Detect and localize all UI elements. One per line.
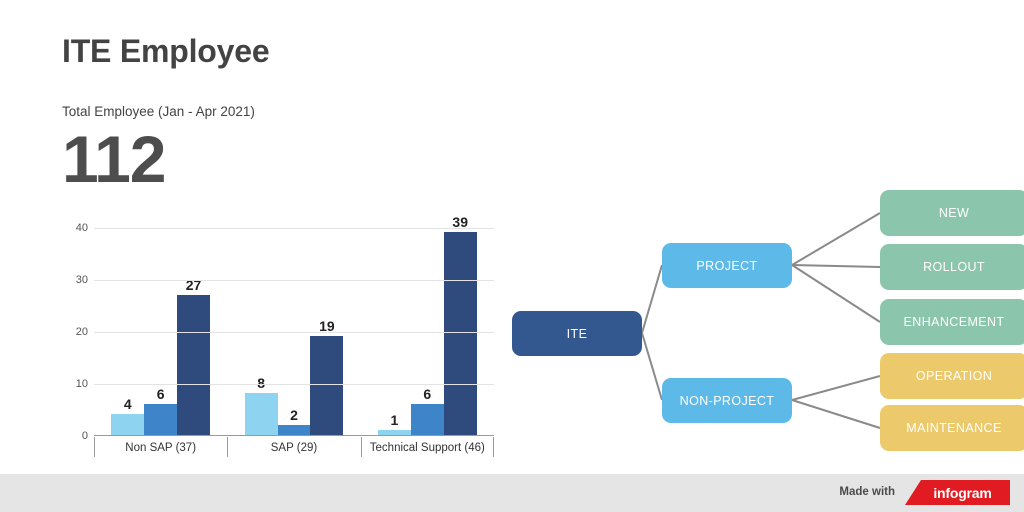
bar-groups: 462782191639 <box>94 214 494 435</box>
bar-value-label: 6 <box>423 385 432 402</box>
chart-subtitle: Total Employee (Jan - Apr 2021) <box>62 104 255 119</box>
bar[interactable] <box>310 336 344 435</box>
x-axis-category-label: Technical Support (46) <box>360 437 495 459</box>
tree-connector-line <box>791 264 881 268</box>
x-axis-categories: Non SAP (37) SAP (29) Technical Support (4… <box>94 437 495 459</box>
y-axis-tick-label: 20 <box>75 326 88 338</box>
bar-value-label: 1 <box>390 411 399 428</box>
x-axis-category-label: Non SAP (37) <box>94 437 227 459</box>
page-title: ITE Employee <box>62 33 270 69</box>
tree-node-label: ENHANCEMENT <box>903 315 1005 329</box>
tree-node-project[interactable]: PROJECT <box>662 243 792 288</box>
tree-node-non-project[interactable]: NON-PROJECT <box>662 378 792 423</box>
tree-node-label: ROLLOUT <box>923 260 985 274</box>
grid-line <box>94 280 494 281</box>
tree-node-label: PROJECT <box>696 258 758 273</box>
bar-value-label: 2 <box>290 406 298 423</box>
tree-node-label: OPERATION <box>915 369 993 383</box>
bar-column: 6 <box>144 228 178 435</box>
org-tree-diagram: ITE PROJECT NON-PROJECT NEW ROLLOUT ENHA… <box>500 175 1024 465</box>
bar-column: 27 <box>177 228 210 435</box>
tree-connector-line <box>791 264 881 323</box>
bar[interactable] <box>443 232 477 435</box>
tree-node-label: ITE <box>566 326 588 341</box>
bar-value-label: 27 <box>185 276 202 293</box>
infogram-logo-shape <box>905 480 1010 505</box>
y-axis-tick-label: 30 <box>75 274 88 286</box>
plot-area: 462782191639 <box>94 214 494 436</box>
bar-set: 4 6 27 <box>111 228 210 435</box>
y-axis-tick-label: 10 <box>75 378 88 390</box>
bar-column: 1 <box>377 228 411 435</box>
made-with-label: Made with <box>839 486 895 498</box>
tree-node-enhancement[interactable]: ENHANCEMENT <box>880 299 1024 345</box>
infogram-logo-text: infogram <box>933 484 992 501</box>
tree-connector-line <box>641 332 663 401</box>
tree-connector-line <box>791 212 881 266</box>
bar-value-label: 4 <box>123 396 132 413</box>
x-axis-category-label: SAP (29) <box>227 437 360 459</box>
infogram-logo[interactable]: infogram <box>905 480 1010 505</box>
tree-node-label: NON-PROJECT <box>679 393 775 408</box>
tree-node-maintenance[interactable]: MAINTENANCE <box>880 405 1024 451</box>
bar[interactable] <box>410 403 444 435</box>
tree-node-rollout[interactable]: ROLLOUT <box>880 244 1024 290</box>
bar-value-label: 39 <box>452 214 468 231</box>
tree-connectors <box>641 212 881 429</box>
bar-value-label: 6 <box>156 385 165 402</box>
bar-set: 1 6 39 <box>377 214 477 435</box>
grid-line <box>94 332 494 333</box>
bar-column: 6 <box>410 228 444 435</box>
tree-node-label: MAINTENANCE <box>906 421 1002 435</box>
bar[interactable] <box>144 403 178 435</box>
bar-column: 8 <box>244 228 278 435</box>
bar-value-label: 19 <box>319 318 335 335</box>
tree-connector-line <box>791 375 881 401</box>
bar[interactable] <box>277 424 311 435</box>
bar[interactable] <box>177 294 210 435</box>
grid-line <box>94 228 494 229</box>
footer-bar: Made with infogram <box>0 474 1024 512</box>
bar[interactable] <box>377 429 411 435</box>
bar-column: 19 <box>310 228 344 435</box>
tree-node-label: NEW <box>938 206 970 220</box>
y-axis: 0 10 20 30 40 <box>62 222 92 442</box>
tree-connector-line <box>791 399 881 429</box>
bar[interactable] <box>244 393 278 435</box>
bar-column: 4 <box>111 228 145 435</box>
bar-group: 1 6 39 <box>361 214 494 435</box>
y-axis-tick-label: 0 <box>81 430 88 442</box>
bar-column: 39 <box>443 214 477 435</box>
bar-group: 4 6 27 <box>94 228 227 435</box>
tree-connector-line <box>641 264 663 334</box>
bar-group: 8 2 19 <box>227 228 360 435</box>
y-axis-tick-label: 40 <box>75 222 88 234</box>
tree-node-new[interactable]: NEW <box>880 190 1024 236</box>
bar-set: 8 2 19 <box>244 228 344 435</box>
tree-node-operation[interactable]: OPERATION <box>880 353 1024 399</box>
total-employee-value: 112 <box>62 122 166 196</box>
bar-value-label: 8 <box>257 375 265 391</box>
grid-line <box>94 384 494 385</box>
tree-node-ite[interactable]: ITE <box>512 311 642 356</box>
bar[interactable] <box>111 414 145 435</box>
bar-column: 2 <box>277 228 311 435</box>
